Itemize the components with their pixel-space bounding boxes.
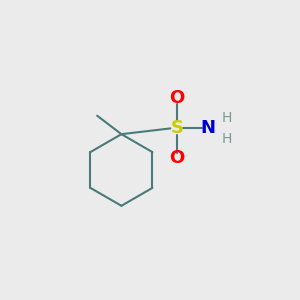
- Text: O: O: [169, 149, 184, 167]
- Text: O: O: [169, 89, 184, 107]
- Text: S: S: [170, 119, 183, 137]
- Text: H: H: [222, 132, 232, 146]
- Text: H: H: [222, 111, 232, 125]
- Text: N: N: [200, 119, 215, 137]
